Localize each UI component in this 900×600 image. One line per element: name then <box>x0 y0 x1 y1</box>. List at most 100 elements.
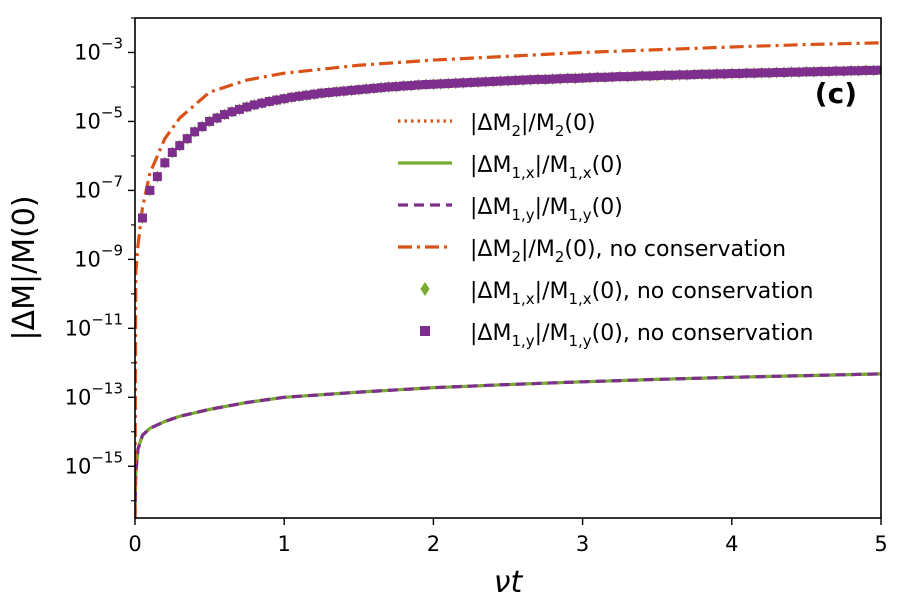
series-5-point-87 <box>786 67 796 77</box>
series-5-point-19 <box>279 94 289 104</box>
series-5-point-85 <box>772 67 782 77</box>
series-5-point-23 <box>309 89 319 99</box>
series-5-point-69 <box>652 71 662 81</box>
series-5-point-12 <box>227 107 237 117</box>
legend-1-sub1: 1,x <box>511 164 534 182</box>
legend-0-mid: |/M <box>521 111 555 136</box>
legend-2-sub2: 1,y <box>568 206 591 224</box>
x-tick-label-5: 5 <box>874 532 887 556</box>
series-5-point-39 <box>428 79 438 89</box>
legend-5-sub1: 1,y <box>511 332 534 350</box>
x-tick-label-4: 4 <box>725 532 738 556</box>
legend-0-pre: |ΔM <box>470 111 511 136</box>
series-5-point-41 <box>443 79 453 89</box>
series-5-point-36 <box>406 81 416 91</box>
series-5-point-42 <box>451 78 461 88</box>
series-line-2 <box>135 372 881 518</box>
series-5-point-60 <box>585 73 595 83</box>
legend-0-sub2: 2 <box>555 122 565 140</box>
series-line-1 <box>135 372 881 518</box>
y-tick-exponent-1: −13 <box>91 379 123 397</box>
series-5-point-3 <box>160 158 170 168</box>
y-tick-label-5: 10−5 <box>74 103 123 133</box>
series-5-point-5 <box>175 141 185 151</box>
series-5-point-25 <box>324 87 334 97</box>
legend-1-post: (0) <box>592 153 623 178</box>
legend-label-2: |ΔM1,y|/M1,y(0) <box>470 195 623 224</box>
legend-3-sub2: 2 <box>555 248 565 266</box>
series-5-point-52 <box>525 75 535 85</box>
series-layer <box>135 41 881 518</box>
series-5-point-13 <box>234 104 244 114</box>
series-5-point-16 <box>257 98 267 108</box>
legend-marker-4 <box>420 282 430 296</box>
series-5-point-21 <box>294 91 304 101</box>
series-5-point-0 <box>137 213 147 223</box>
legend-4-pre: |ΔM <box>470 279 511 304</box>
series-5-point-63 <box>607 72 617 82</box>
legend-label-3: |ΔM2|/M2(0), no conservation <box>470 237 786 266</box>
series-5-point-27 <box>339 86 349 96</box>
series-5-point-32 <box>376 83 386 93</box>
y-tick-base-4: 10 <box>74 178 101 202</box>
legend-0-sub1: 2 <box>511 122 521 140</box>
series-5-point-86 <box>779 67 789 77</box>
series-5-point-26 <box>331 87 341 97</box>
series-5-point-78 <box>719 69 729 79</box>
series-5-point-50 <box>510 75 520 85</box>
legend-marker-5 <box>420 326 430 336</box>
legend-1-pre: |ΔM <box>470 153 511 178</box>
series-5-point-15 <box>249 100 259 110</box>
series-5-point-37 <box>413 80 423 90</box>
series-5-point-7 <box>190 127 200 137</box>
series-5-point-8 <box>197 122 207 132</box>
y-tick-base-3: 10 <box>74 247 101 271</box>
y-tick-exponent-0: −15 <box>91 448 123 466</box>
series-5-point-2 <box>152 172 162 182</box>
x-tick-label-2: 2 <box>427 532 440 556</box>
series-5-point-80 <box>734 69 744 79</box>
series-5-point-96 <box>854 66 864 76</box>
series-5-point-43 <box>458 78 468 88</box>
legend-label-5: |ΔM1,y|/M1,y(0), no conservation <box>470 321 813 350</box>
series-5-point-44 <box>466 77 476 87</box>
legend-5-mid: |/M <box>535 321 569 346</box>
series-5-point-82 <box>749 68 759 78</box>
plot-frame <box>134 17 882 519</box>
legend-5-post: (0), no conservation <box>592 321 814 346</box>
panel-label: (c) <box>815 77 857 110</box>
series-5-point-4 <box>167 147 177 157</box>
x-tick-label-0: 0 <box>128 532 141 556</box>
x-axis: 0 1 2 3 4 5 <box>128 518 888 556</box>
series-5-point-61 <box>593 72 603 82</box>
series-5-point-64 <box>615 72 625 82</box>
series-5-point-1 <box>145 185 155 195</box>
legend-2-post: (0) <box>592 195 623 220</box>
series-5-point-67 <box>637 71 647 81</box>
y-tick-exponent-5: −5 <box>101 103 123 121</box>
series-5-point-18 <box>272 95 282 105</box>
series-5-point-20 <box>287 92 297 102</box>
legend: |ΔM2|/M2(0)|ΔM1,x|/M1,x(0)|ΔM1,y|/M1,y(0… <box>398 111 813 350</box>
series-5-point-48 <box>496 76 506 86</box>
series-5-point-94 <box>839 66 849 76</box>
legend-0-post: (0) <box>564 111 595 136</box>
series-5-point-14 <box>242 102 252 112</box>
series-5-point-95 <box>846 66 856 76</box>
series-5-point-92 <box>824 66 834 76</box>
series-5-point-58 <box>570 73 580 83</box>
series-5-point-83 <box>757 68 767 78</box>
series-5-point-68 <box>645 71 655 81</box>
series-5-point-72 <box>675 70 685 80</box>
legend-2-pre: |ΔM <box>470 195 511 220</box>
series-5-point-59 <box>578 73 588 83</box>
series-5-point-9 <box>205 116 215 126</box>
series-5-point-51 <box>518 75 528 85</box>
x-tick-label-1: 1 <box>278 532 291 556</box>
series-5-point-24 <box>317 88 326 98</box>
series-5-point-6 <box>182 134 192 144</box>
series-5-point-54 <box>540 74 550 84</box>
x-tick-label-3: 3 <box>576 532 589 556</box>
series-5-point-90 <box>809 67 819 77</box>
